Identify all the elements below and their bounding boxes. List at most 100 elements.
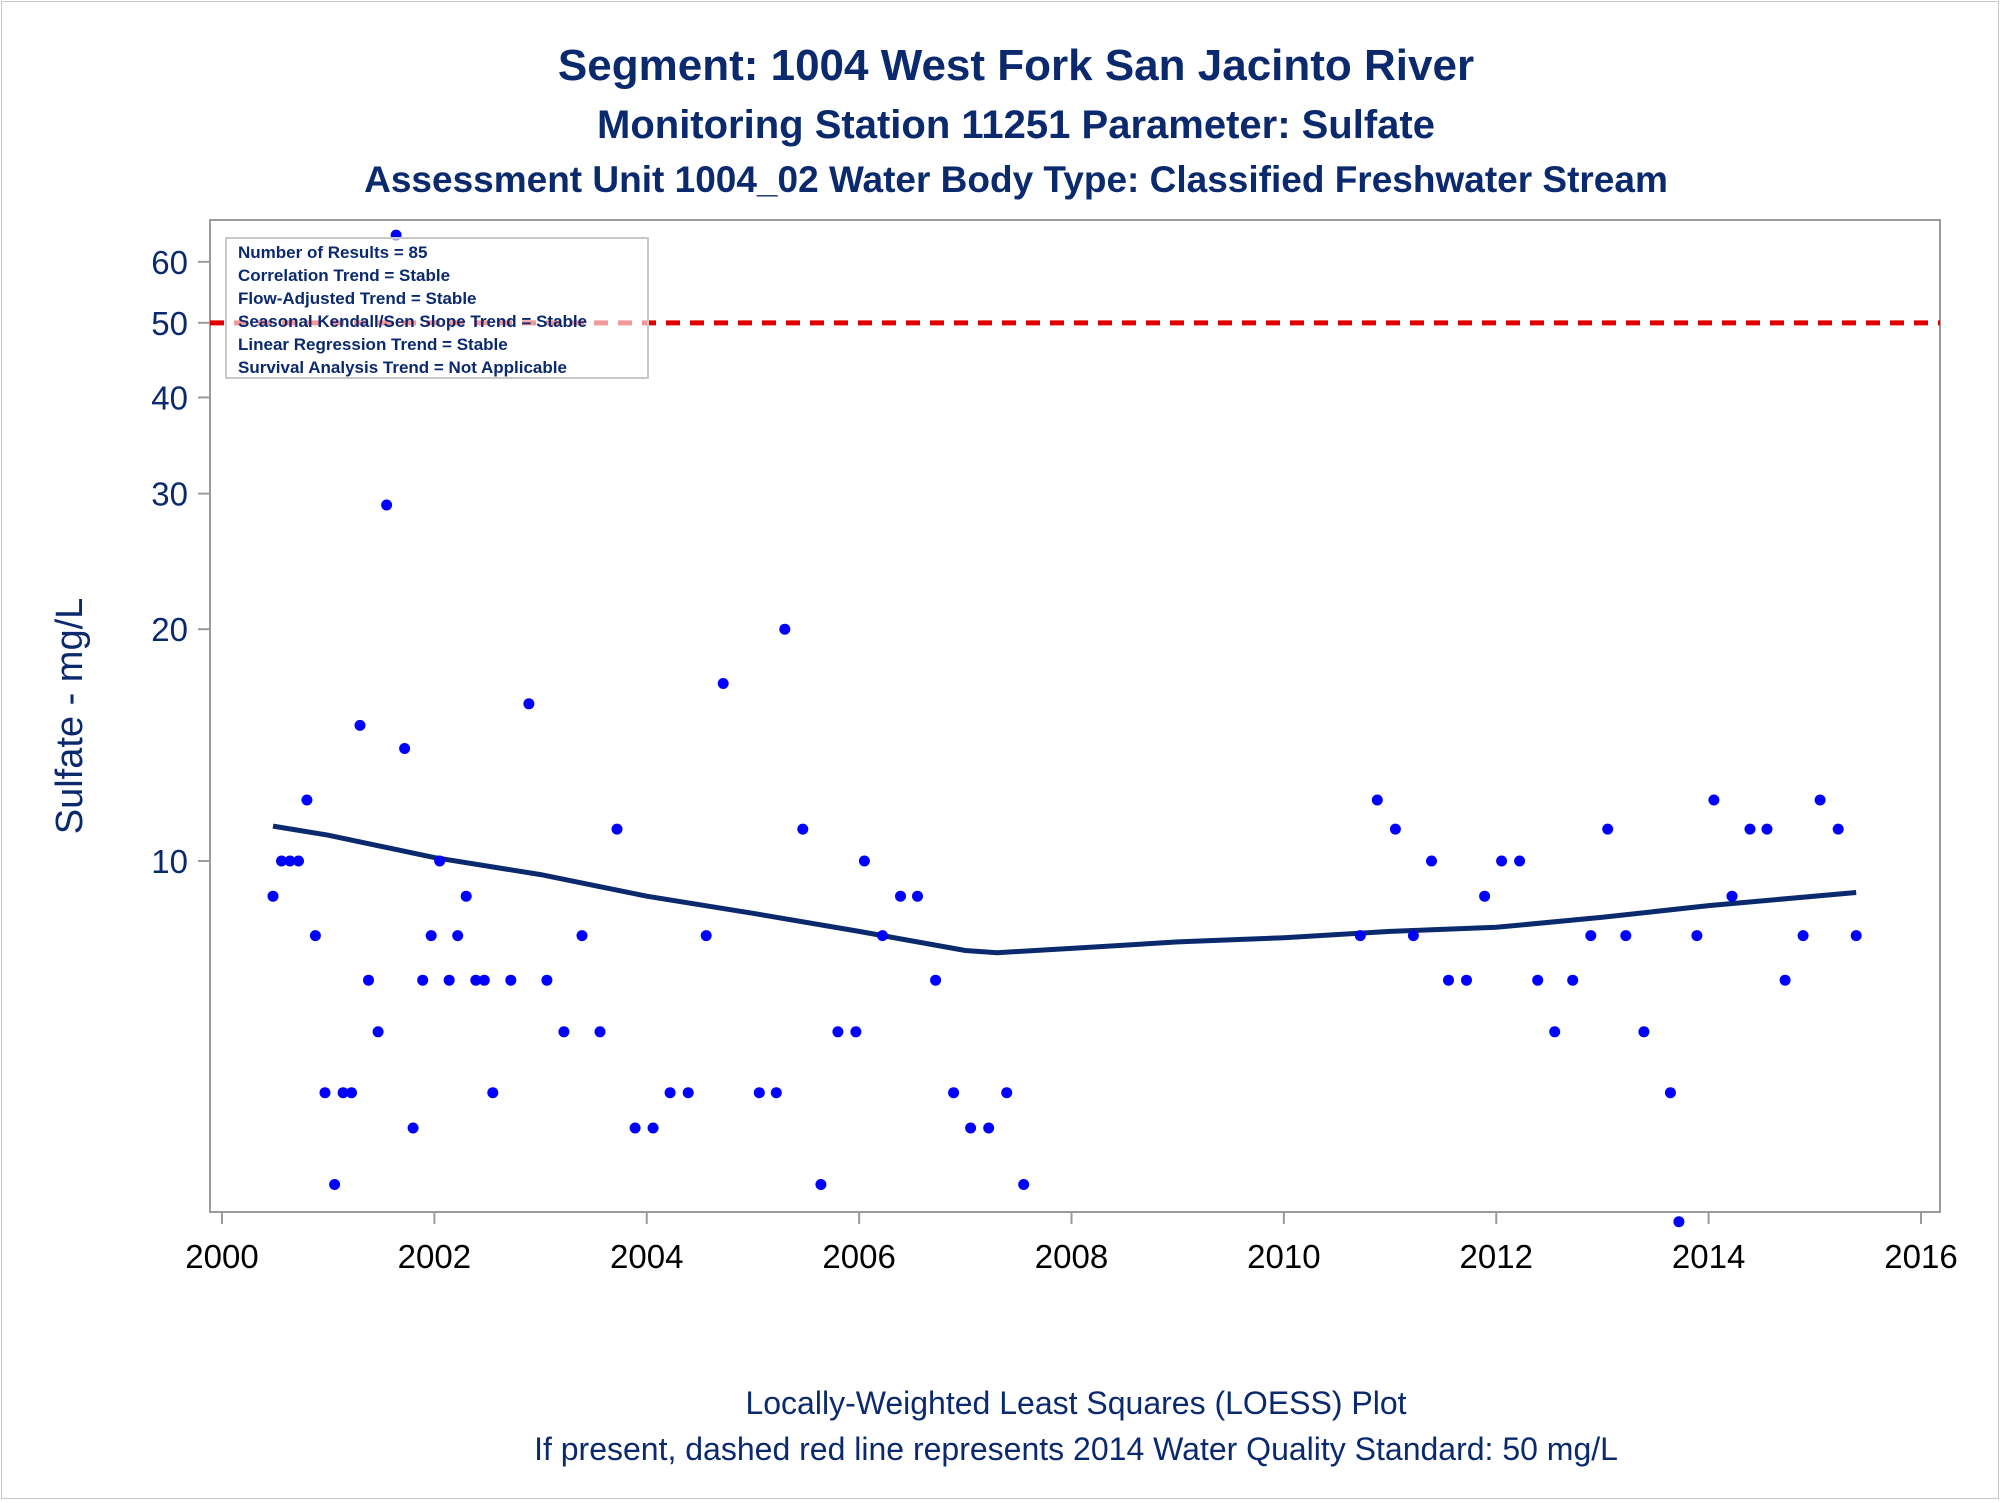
data-point — [1001, 1087, 1013, 1099]
data-point — [717, 678, 729, 689]
data-point — [1832, 823, 1844, 835]
data-point — [478, 974, 490, 986]
data-point — [1461, 974, 1472, 986]
data-point — [1779, 974, 1791, 986]
data-point — [1496, 855, 1508, 867]
data-point — [647, 1122, 659, 1134]
chart-subtitle: Monitoring Station 11251 Parameter: Sulf… — [597, 103, 1435, 147]
data-point — [1673, 1216, 1685, 1228]
data-point — [1585, 930, 1597, 942]
data-point — [425, 930, 437, 942]
data-point — [815, 1179, 827, 1190]
data-point — [1691, 930, 1703, 942]
y-tick-label: 10 — [151, 843, 188, 880]
data-point — [850, 1026, 862, 1038]
x-tick-label: 2014 — [1672, 1238, 1745, 1275]
data-point — [434, 855, 446, 867]
data-point — [1407, 930, 1419, 942]
x-tick-label: 2012 — [1460, 1238, 1533, 1275]
data-point — [417, 974, 429, 986]
data-point — [460, 890, 472, 902]
data-point — [1797, 930, 1809, 942]
x-tick-label: 2004 — [610, 1238, 683, 1275]
data-point — [1814, 794, 1826, 806]
data-point — [1708, 794, 1720, 806]
data-point — [912, 890, 923, 902]
y-tick-label: 50 — [151, 305, 188, 342]
stats-line-6: Survival Analysis Trend = Not Applicable — [238, 358, 567, 377]
data-point — [877, 930, 888, 942]
data-point — [1726, 890, 1738, 902]
data-point — [443, 974, 455, 986]
x-tick-label: 2006 — [822, 1238, 895, 1275]
data-point — [276, 855, 287, 867]
data-point — [399, 743, 411, 754]
stats-line-1: Number of Results = 85 — [238, 243, 427, 262]
data-point — [930, 974, 942, 986]
data-point — [372, 1026, 384, 1038]
data-point — [948, 1087, 960, 1099]
data-point — [301, 794, 313, 806]
data-point — [700, 930, 712, 942]
chart-subtitle-2: Assessment Unit 1004_02 Water Body Type:… — [364, 159, 1668, 200]
data-point — [1532, 974, 1544, 986]
chart-title: Segment: 1004 West Fork San Jacinto Rive… — [558, 41, 1474, 90]
data-point — [284, 855, 296, 867]
data-point — [407, 1122, 419, 1134]
data-point — [1761, 823, 1773, 835]
stats-line-4: Seasonal Kendall/Sen Slope Trend = Stabl… — [238, 312, 587, 331]
data-points — [267, 229, 1862, 1228]
x-axis: 2000 2002 2004 2006 2008 2010 2012 2014 2016 — [185, 1212, 1958, 1275]
data-point — [664, 1087, 676, 1099]
data-point — [363, 974, 374, 986]
data-point — [319, 1087, 331, 1099]
data-point — [1514, 855, 1526, 867]
data-point — [293, 855, 304, 867]
data-point — [895, 890, 906, 902]
data-point — [611, 823, 623, 835]
data-point — [523, 698, 535, 710]
data-point — [1567, 974, 1579, 986]
data-point — [1620, 930, 1632, 942]
data-point — [1354, 930, 1366, 942]
y-tick-label: 20 — [151, 611, 188, 648]
footnote-2: If present, dashed red line represents 2… — [534, 1431, 1618, 1467]
plot-area — [209, 219, 1941, 1213]
data-point — [779, 623, 791, 635]
data-point — [1389, 823, 1401, 835]
x-tick-label: 2016 — [1884, 1238, 1957, 1275]
data-point — [965, 1122, 977, 1134]
data-point — [346, 1087, 357, 1099]
y-axis-label: Sulfate - mg/L — [49, 598, 91, 835]
data-point — [309, 930, 321, 942]
data-point — [329, 1179, 341, 1190]
data-point — [1602, 823, 1614, 835]
stats-line-3: Flow-Adjusted Trend = Stable — [238, 289, 477, 308]
data-point — [505, 974, 517, 986]
footnote-1: Locally-Weighted Least Squares (LOESS) P… — [745, 1385, 1406, 1421]
x-tick-label: 2008 — [1035, 1238, 1108, 1275]
data-point — [770, 1087, 782, 1099]
data-point — [470, 974, 482, 986]
data-point — [1479, 890, 1491, 902]
y-tick-label: 60 — [151, 244, 188, 281]
data-point — [1371, 794, 1383, 806]
stats-line-2: Correlation Trend = Stable — [238, 266, 450, 285]
y-tick-label: 40 — [151, 379, 188, 416]
x-tick-label: 2010 — [1247, 1238, 1320, 1275]
data-point — [983, 1122, 995, 1134]
data-point — [354, 719, 366, 731]
data-point — [1018, 1179, 1030, 1190]
stats-line-5: Linear Regression Trend = Stable — [238, 335, 508, 354]
data-point — [541, 974, 553, 986]
data-point — [594, 1026, 606, 1038]
data-point — [452, 930, 464, 942]
data-point — [682, 1087, 694, 1099]
data-point — [1549, 1026, 1561, 1038]
x-tick-label: 2000 — [185, 1238, 258, 1275]
data-point — [267, 890, 279, 902]
data-point — [753, 1087, 765, 1099]
y-axis: 10 20 30 40 50 60 — [151, 220, 211, 1212]
